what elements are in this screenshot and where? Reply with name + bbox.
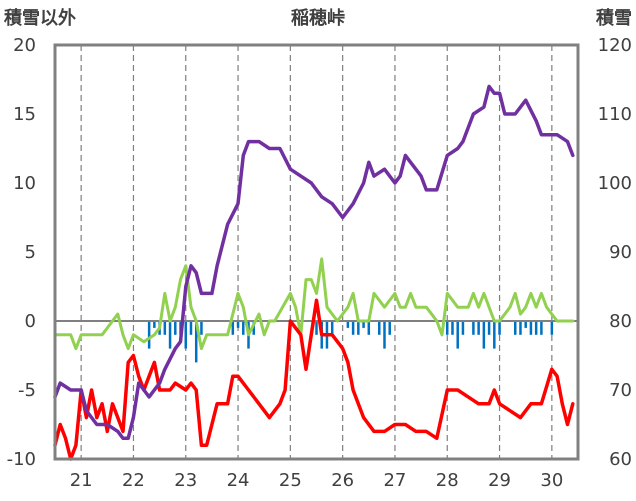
precip-bar-26	[383, 321, 386, 349]
right-y-axis-ticks: 120 110 100 90 80 70 60	[598, 35, 632, 470]
right-tick-label-4: 80	[609, 311, 632, 332]
series-line-snow_depth	[53, 84, 575, 441]
precip-bar-28	[446, 321, 449, 335]
x-tick-label-1: 22	[122, 470, 145, 491]
precip-bar-33	[477, 321, 480, 335]
precip-bar-9	[194, 321, 198, 363]
precip-bar-16	[315, 321, 318, 335]
precip-bar-44	[550, 321, 554, 335]
x-tick-label-5: 26	[331, 470, 354, 491]
precip-bar-20	[346, 321, 350, 328]
left-tick-label-4: 0	[25, 311, 36, 332]
right-tick-label-0: 120	[598, 35, 632, 56]
precip-bar-41	[529, 321, 533, 335]
precip-bar-39	[519, 321, 522, 335]
series-lines	[53, 84, 575, 461]
precip-bar-5	[174, 321, 177, 335]
precip-bar-21	[351, 321, 355, 335]
precipitation-bars	[147, 321, 554, 363]
precip-bar-27	[388, 321, 391, 335]
precip-bar-32	[472, 321, 475, 335]
right-tick-label-1: 110	[598, 104, 632, 125]
x-tick-label-6: 27	[383, 470, 406, 491]
x-tick-label-0: 21	[70, 470, 93, 491]
right-tick-label-5: 70	[609, 380, 632, 401]
left-tick-label-5: -5	[18, 380, 36, 401]
right-axis-label: 積雪	[595, 7, 632, 29]
left-tick-label-1: 15	[13, 104, 36, 125]
precip-bar-23	[362, 321, 365, 328]
precip-bar-15	[252, 321, 255, 335]
precip-bar-36	[493, 321, 496, 349]
plot-frame	[53, 43, 580, 461]
precip-bar-22	[357, 321, 360, 335]
precip-bar-34	[482, 321, 486, 349]
precip-bar-13	[242, 321, 245, 335]
x-tick-label-3: 24	[227, 470, 250, 491]
precip-bar-29	[451, 321, 454, 335]
precip-bar-0	[147, 321, 151, 349]
series-line-wind	[53, 257, 575, 351]
precip-bar-3	[163, 321, 167, 335]
left-tick-label-6: -10	[7, 449, 36, 470]
precip-bar-35	[487, 321, 491, 335]
x-tick-label-4: 25	[279, 470, 302, 491]
left-tick-label-0: 20	[13, 35, 36, 56]
chart-title: 稲穂峠	[291, 7, 345, 29]
precip-bar-19	[330, 321, 334, 335]
right-tick-label-2: 100	[598, 173, 632, 194]
precip-bar-25	[378, 321, 381, 335]
left-tick-label-2: 10	[13, 173, 36, 194]
precip-bar-30	[456, 321, 459, 349]
precip-bar-4	[168, 321, 172, 349]
left-axis-label: 積雪以外	[3, 7, 76, 29]
x-tick-label-8: 29	[488, 470, 511, 491]
x-tick-label-7: 28	[436, 470, 459, 491]
right-tick-label-3: 90	[609, 242, 632, 263]
precip-bar-24	[367, 321, 371, 335]
precip-bar-11	[231, 321, 235, 335]
precip-bar-8	[189, 321, 193, 335]
precip-bar-31	[461, 321, 465, 335]
precip-bar-40	[524, 321, 527, 328]
precip-bar-12	[236, 321, 240, 328]
x-tick-label-9: 30	[540, 470, 563, 491]
x-axis-ticks: 21 22 23 24 25 26 27 28 29 30	[70, 470, 564, 491]
right-tick-label-6: 60	[609, 449, 632, 470]
x-tick-label-2: 23	[174, 470, 197, 491]
precip-bar-1	[153, 321, 156, 328]
precip-bar-38	[513, 321, 517, 335]
precip-bar-10	[200, 321, 203, 335]
precip-bar-42	[534, 321, 538, 335]
left-tick-label-3: 5	[25, 242, 36, 263]
left-y-axis-ticks: 20 15 10 5 0 -5 -10	[7, 35, 36, 470]
series-line-temperature	[53, 298, 575, 461]
precip-bar-43	[540, 321, 543, 335]
precip-bar-37	[498, 321, 501, 335]
precip-bar-7	[184, 321, 187, 349]
